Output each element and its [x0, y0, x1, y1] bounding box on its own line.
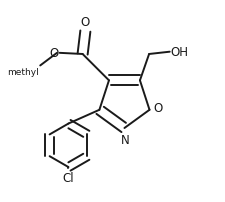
- Text: O: O: [49, 47, 58, 60]
- Text: methyl: methyl: [7, 67, 38, 76]
- Text: O: O: [81, 16, 90, 29]
- Text: N: N: [121, 133, 130, 146]
- Text: OH: OH: [171, 46, 189, 59]
- Text: O: O: [154, 102, 163, 115]
- Text: Cl: Cl: [63, 171, 74, 184]
